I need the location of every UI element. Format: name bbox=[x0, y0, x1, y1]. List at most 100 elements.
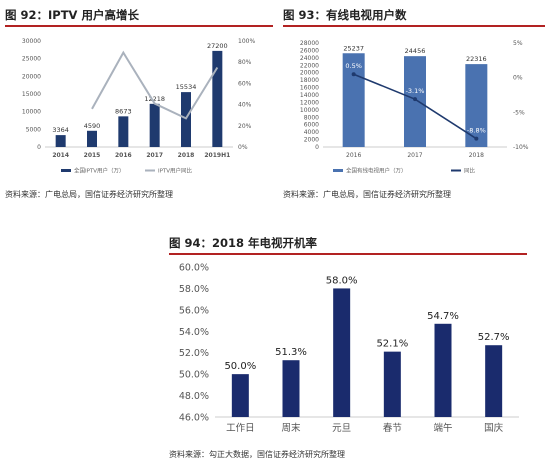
chart-panel-iptv: 图 92：IPTV 用户高增长 0 5000 10000 15000 20000 2500… bbox=[5, 5, 273, 205]
y-left-tick-label: 12000 bbox=[300, 99, 319, 106]
chart-title: 图 93：有线电视用户数 bbox=[283, 8, 407, 22]
bar-value-label: 50.0% bbox=[224, 361, 256, 372]
y-right-tick-label: 80% bbox=[238, 59, 252, 66]
y-left-tick-label: 26000 bbox=[300, 47, 319, 54]
y-left-tick-label: 10000 bbox=[300, 107, 319, 114]
bar-value-label: 3364 bbox=[52, 126, 69, 134]
bar-value-label: 15534 bbox=[176, 83, 197, 91]
yoy-value-label: -3.1% bbox=[406, 87, 425, 95]
y-tick-label: 56.0% bbox=[179, 305, 209, 316]
chart-source: 资料来源：广电总局，国信证券经济研究所整理 bbox=[5, 190, 173, 199]
y-left-tick-label: 18000 bbox=[300, 77, 319, 84]
bar bbox=[485, 345, 503, 417]
legend-swatch-bar bbox=[333, 169, 343, 172]
y-left-tick-label: 10000 bbox=[22, 109, 41, 116]
y-right-tick-label: -5% bbox=[513, 109, 525, 116]
y-tick-label: 60.0% bbox=[179, 263, 209, 274]
y-left-tick-label: 24000 bbox=[300, 55, 319, 62]
y-right-tick-label: 100% bbox=[238, 38, 255, 45]
legend-label: 同比 bbox=[464, 167, 476, 175]
y-left-tick-label: 6000 bbox=[304, 122, 319, 129]
x-tick-label: 端午 bbox=[433, 422, 452, 434]
x-tick-label: 2014 bbox=[52, 152, 69, 159]
legend-label: 全国IPTV用户（万） bbox=[74, 167, 125, 175]
y-right-tick-label: 0% bbox=[238, 144, 248, 151]
bar-value-label: 51.3% bbox=[275, 347, 307, 358]
bar bbox=[434, 323, 452, 417]
x-tick-label: 2016 bbox=[115, 152, 132, 159]
chart-title-bar: 图 94：2018 年电视开机率 bbox=[169, 233, 527, 255]
y-tick-label: 58.0% bbox=[179, 284, 209, 295]
x-tick-label: 2017 bbox=[146, 152, 163, 159]
yoy-point bbox=[351, 72, 356, 77]
y-right-tick-label: 40% bbox=[238, 102, 252, 109]
x-tick-label: 2015 bbox=[84, 152, 101, 159]
y-left-tick-label: 28000 bbox=[300, 40, 319, 47]
bar bbox=[149, 103, 160, 147]
iptv-chart: 0 5000 10000 15000 20000 25000 30000 0% 20% 40% 60… bbox=[22, 38, 256, 175]
cable-chart: 0200040006000800010000120001400016000180… bbox=[300, 40, 529, 175]
bar-value-label: 54.7% bbox=[427, 311, 459, 322]
bar bbox=[231, 374, 249, 417]
y-left-tick-label: 25000 bbox=[22, 56, 41, 63]
chart-title-bar: 图 93：有线电视用户数 bbox=[283, 5, 545, 27]
bar bbox=[282, 360, 300, 417]
x-tick-label: 2019H1 bbox=[204, 152, 230, 159]
x-tick-label: 2016 bbox=[346, 152, 361, 159]
tv-on-rate-chart: 46.0% 48.0% 50.0% 52.0% 54.0% 56.0% 58.0% 60.0%… bbox=[179, 263, 519, 434]
y-left-tick-label: 5000 bbox=[26, 126, 41, 133]
bar-value-label: 52.1% bbox=[376, 339, 408, 350]
y-left-tick-label: 20000 bbox=[300, 70, 319, 77]
yoy-value-label: 0.5% bbox=[345, 62, 362, 70]
y-tick-label: 54.0% bbox=[179, 327, 209, 338]
y-right-tick-label: 5% bbox=[513, 40, 523, 47]
x-tick-label: 国庆 bbox=[484, 422, 504, 434]
chart-title: 图 92：IPTV 用户高增长 bbox=[5, 8, 139, 22]
bar-value-label: 22316 bbox=[466, 55, 487, 63]
y-tick-label: 50.0% bbox=[179, 370, 209, 381]
bar-value-label: 27200 bbox=[207, 42, 228, 50]
yoy-point bbox=[474, 136, 479, 141]
bar bbox=[404, 56, 426, 147]
bar-value-label: 12218 bbox=[144, 95, 165, 103]
y-left-tick-label: 16000 bbox=[300, 85, 319, 92]
bar bbox=[333, 288, 351, 417]
y-left-tick-label: 2000 bbox=[304, 137, 319, 144]
legend-swatch-bar bbox=[61, 169, 71, 172]
bar bbox=[87, 130, 97, 147]
chart-source: 资料来源：广电总局，国信证券经济研究所整理 bbox=[283, 190, 451, 199]
chart-panel-cable: 图 93：有线电视用户数 0 2000 4000 6000 8000 10000 12000… bbox=[283, 5, 545, 205]
y-tick-label: 46.0% bbox=[179, 413, 209, 424]
y-left-tick-label: 15000 bbox=[22, 91, 41, 98]
x-tick-label: 2017 bbox=[407, 152, 422, 159]
x-tick-label: 2018 bbox=[469, 152, 484, 159]
y-left-tick-label: 0 bbox=[315, 144, 319, 151]
y-tick-label: 48.0% bbox=[179, 391, 209, 402]
y-left-tick-label: 22000 bbox=[300, 62, 319, 69]
bar bbox=[383, 351, 401, 417]
y-left-tick-label: 8000 bbox=[304, 114, 319, 121]
bar-value-label: 4590 bbox=[84, 122, 101, 130]
chart-panel-tv-on-rate: 图 94：2018 年电视开机率 46.0% 48.0% 50.0% 52.0% 54.… bbox=[169, 233, 527, 461]
bar bbox=[181, 92, 191, 147]
y-right-tick-label: 0% bbox=[513, 75, 523, 82]
yoy-point bbox=[413, 97, 417, 102]
bar-value-label: 25237 bbox=[343, 44, 364, 52]
y-left-tick-label: 14000 bbox=[300, 92, 319, 99]
bar bbox=[118, 116, 129, 147]
bar-value-label: 58.0% bbox=[326, 275, 358, 286]
x-tick-label: 2018 bbox=[178, 152, 195, 159]
yoy-line bbox=[91, 50, 219, 120]
x-tick-label: 春节 bbox=[383, 422, 402, 434]
x-tick-label: 元旦 bbox=[332, 423, 351, 434]
x-tick-label: 工作日 bbox=[226, 422, 255, 434]
y-tick-label: 52.0% bbox=[179, 348, 209, 359]
bar-value-label: 8673 bbox=[115, 107, 132, 115]
legend-label: 全国有线电视用户（万） bbox=[346, 167, 407, 175]
yoy-value-label: -8.8% bbox=[467, 127, 486, 135]
chart-source: 资料来源：勾正大数据，国信证券经济研究所整理 bbox=[169, 450, 345, 459]
y-left-tick-label: 20000 bbox=[22, 73, 41, 80]
chart-title-bar: 图 92：IPTV 用户高增长 bbox=[5, 5, 273, 27]
y-left-tick-label: 30000 bbox=[22, 38, 41, 45]
bar-value-label: 52.7% bbox=[478, 332, 510, 343]
